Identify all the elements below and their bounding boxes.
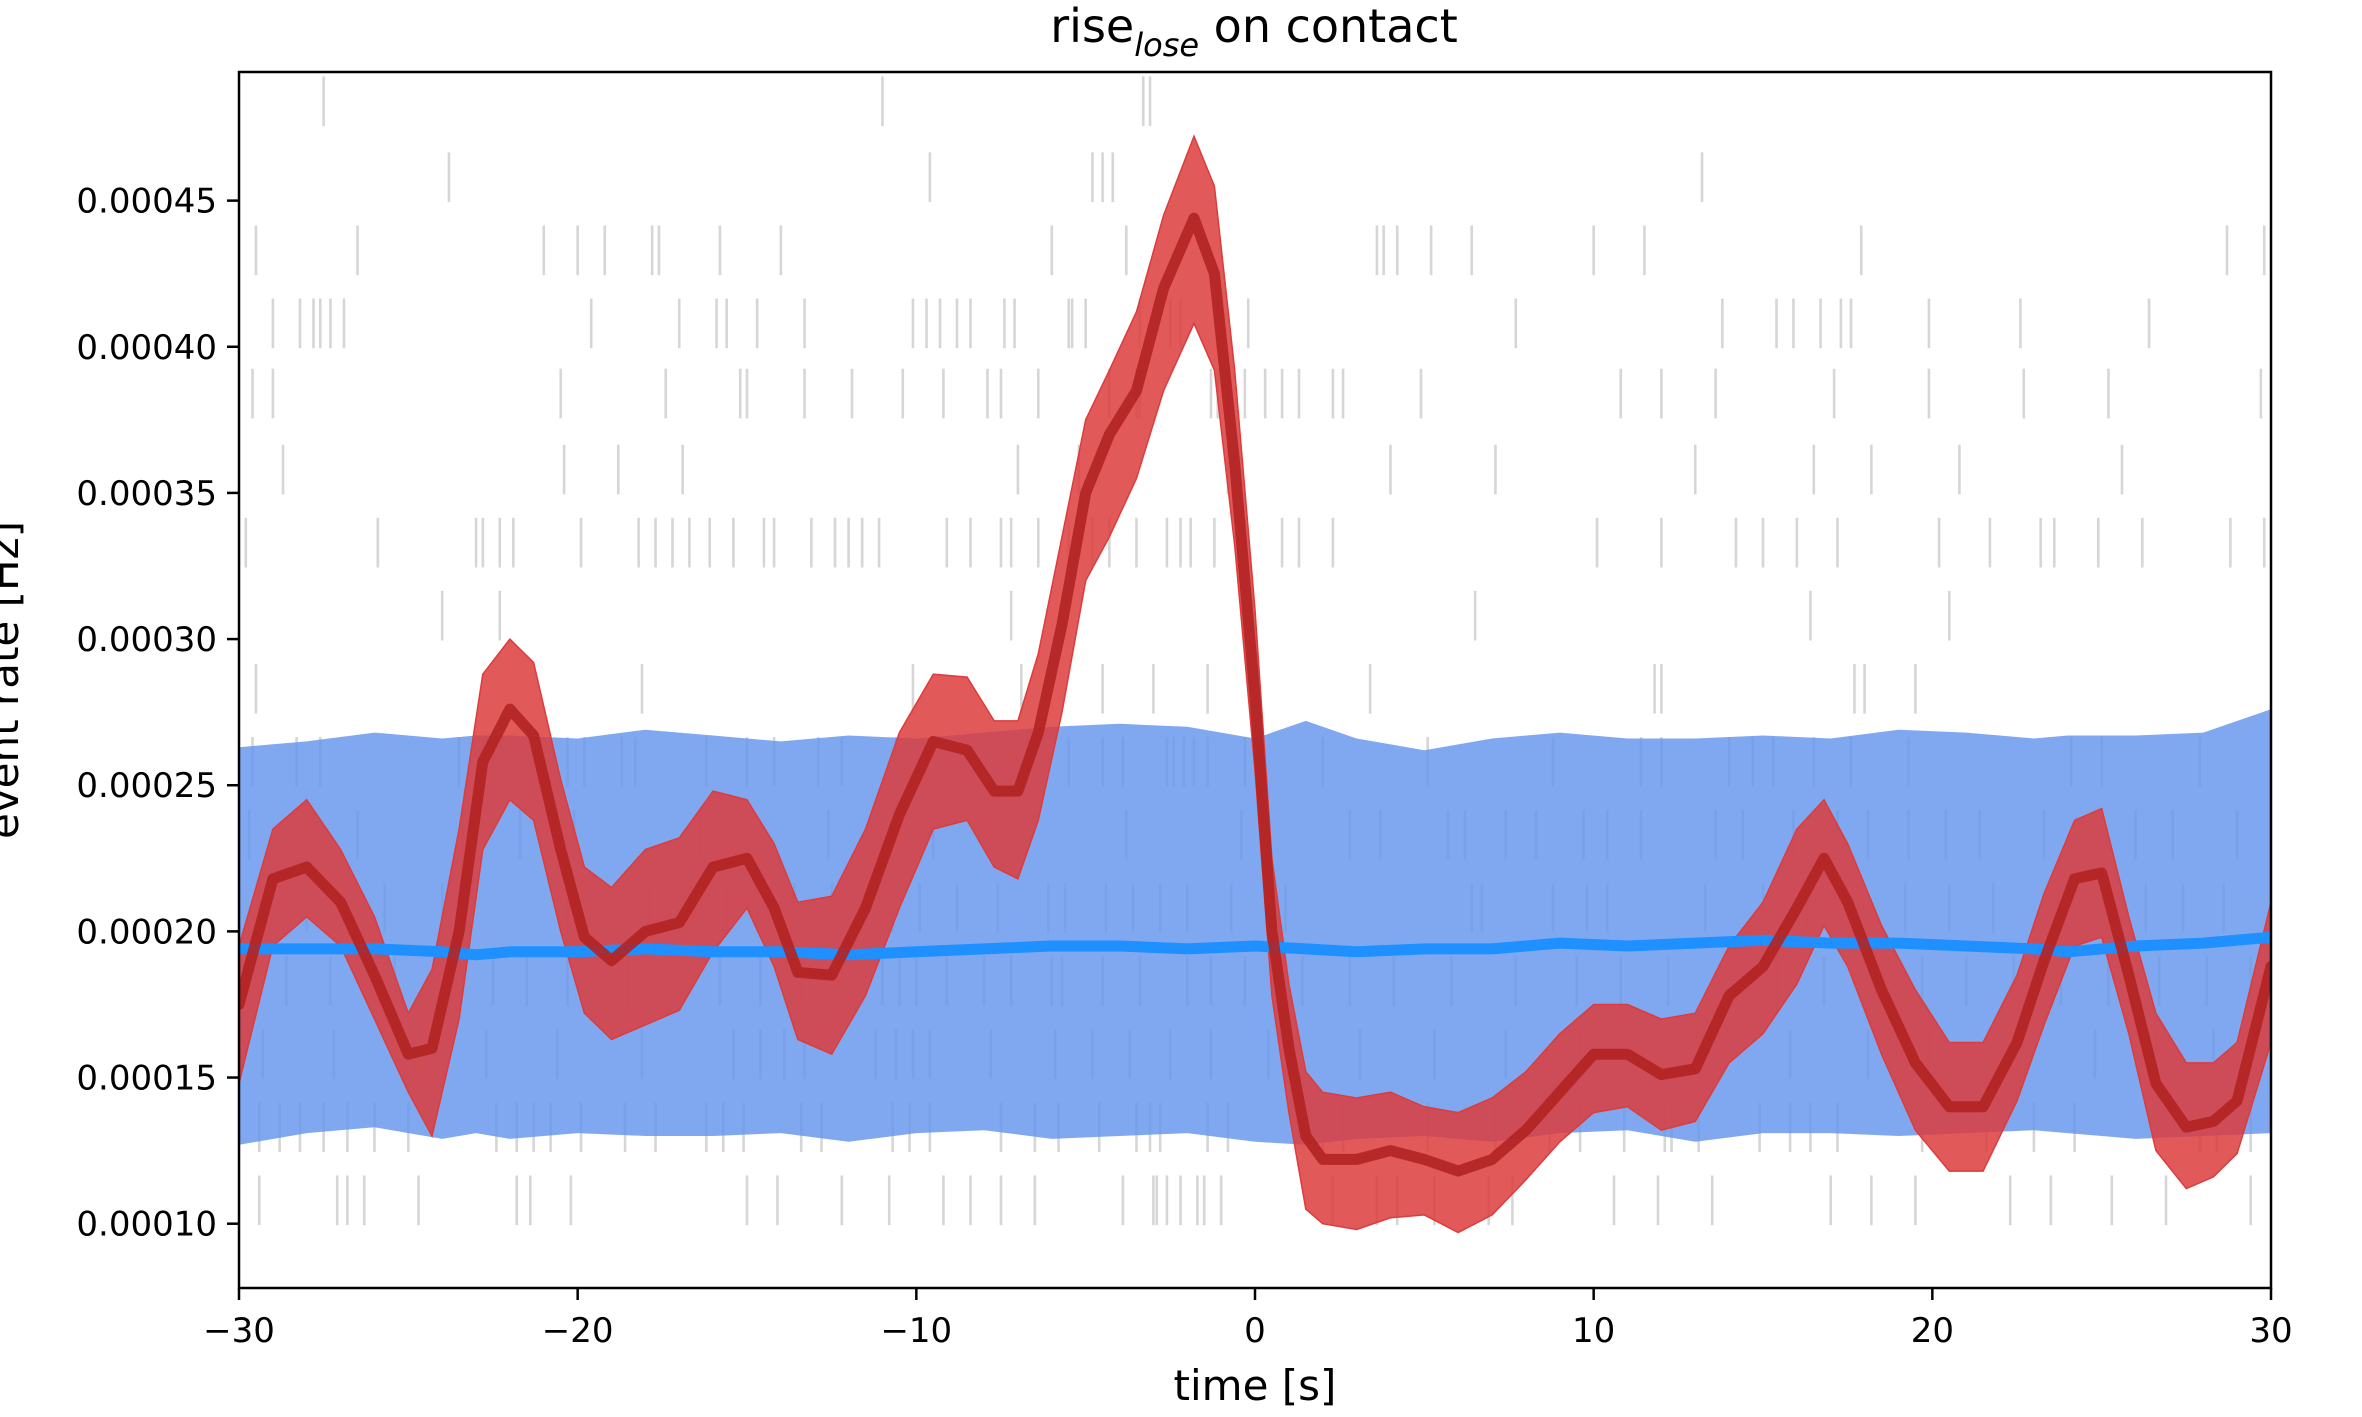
- y-axis: 0.00010 0.00015 0.00020 0.00025 0.00030 0.000…: [76, 182, 239, 1245]
- x-tick-label: −30: [203, 1311, 275, 1351]
- x-axis: −30 −20 −10 0 10 20 30: [203, 1288, 2293, 1351]
- chart-title: riselose on contact: [1050, 0, 1457, 64]
- x-tick-label: −10: [880, 1311, 952, 1351]
- x-tick-label: 30: [2249, 1311, 2292, 1351]
- x-tick-label: 20: [1911, 1311, 1954, 1351]
- y-tick-label: 0.00040: [76, 328, 217, 368]
- y-tick-label: 0.00010: [76, 1205, 217, 1245]
- y-tick-label: 0.00045: [76, 182, 217, 222]
- x-tick-label: −20: [542, 1311, 614, 1351]
- line-layer: [239, 212, 2271, 1177]
- y-tick-label: 0.00035: [76, 474, 217, 514]
- x-tick-label: 0: [1244, 1311, 1266, 1351]
- x-tick-label: 10: [1572, 1311, 1615, 1351]
- x-axis-label: time [s]: [1174, 1361, 1337, 1410]
- y-tick-label: 0.00030: [76, 620, 217, 660]
- y-axis-label: event rate [Hz]: [0, 521, 28, 839]
- event-mean-line: [239, 212, 2271, 1177]
- y-tick-label: 0.00025: [76, 766, 217, 806]
- y-tick-label: 0.00015: [76, 1059, 217, 1099]
- y-tick-label: 0.00020: [76, 912, 217, 952]
- baseline-mean-line: [239, 931, 2271, 961]
